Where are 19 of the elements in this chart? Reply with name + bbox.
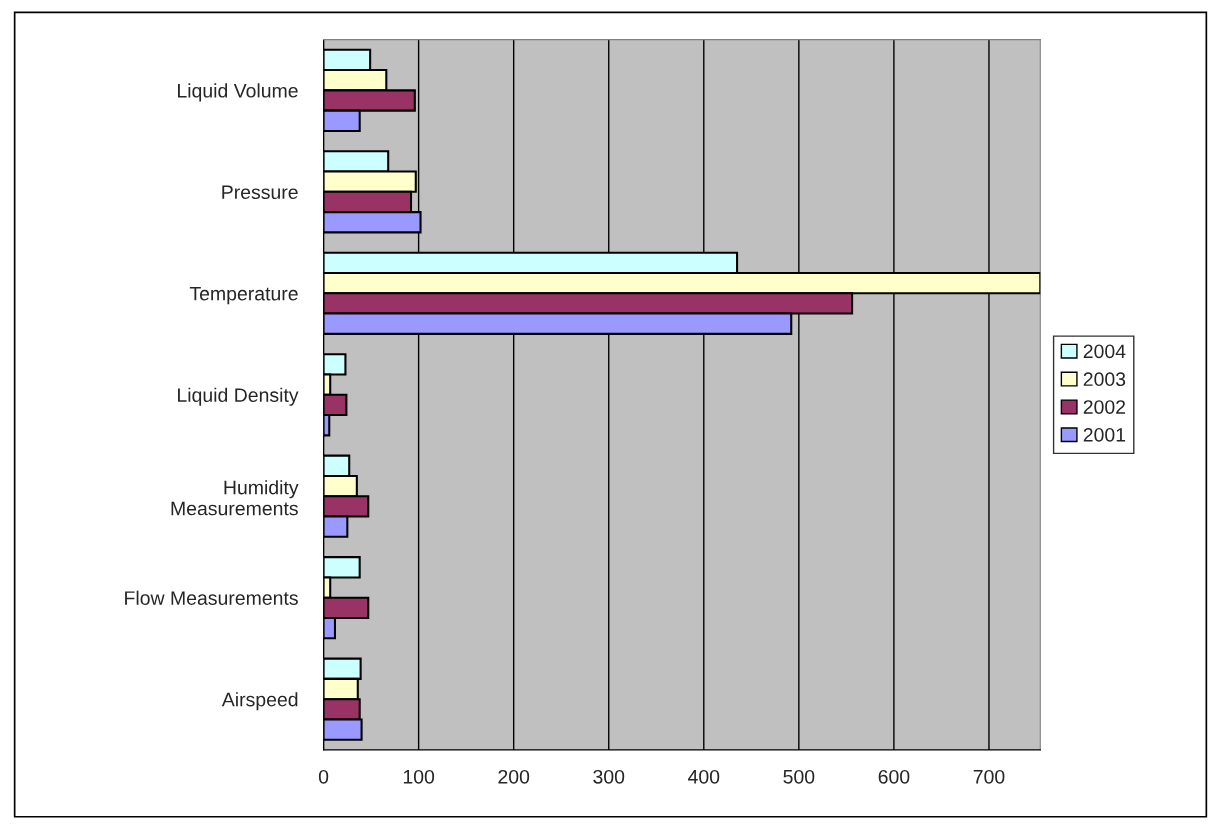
x-tick-label: 700	[973, 769, 1005, 784]
y-tick-label: Humidity Measurements	[171, 480, 299, 516]
y-tick-label: Liquid Volume	[178, 83, 298, 102]
legend-label: 2002	[1083, 400, 1126, 414]
legend-label: 2004	[1083, 344, 1126, 359]
y-tick-label: Temperature	[189, 286, 298, 305]
x-tick-label: 400	[688, 769, 720, 784]
y-tick-label: Pressure	[222, 185, 298, 200]
y-tick-label: Flow Measurements	[125, 590, 298, 605]
x-tick-label: 600	[878, 769, 910, 784]
x-tick-label: 500	[783, 769, 815, 784]
x-tick-label: 0	[318, 769, 329, 784]
legend-label: 2001	[1083, 427, 1126, 442]
y-tick-label: Airspeed	[221, 692, 298, 711]
x-tick-label: 200	[498, 769, 530, 784]
legend-label: 2003	[1083, 372, 1126, 387]
x-tick-label: 100	[403, 769, 435, 784]
x-tick-label: 300	[593, 769, 625, 784]
y-tick-label: Liquid Density	[178, 387, 299, 406]
